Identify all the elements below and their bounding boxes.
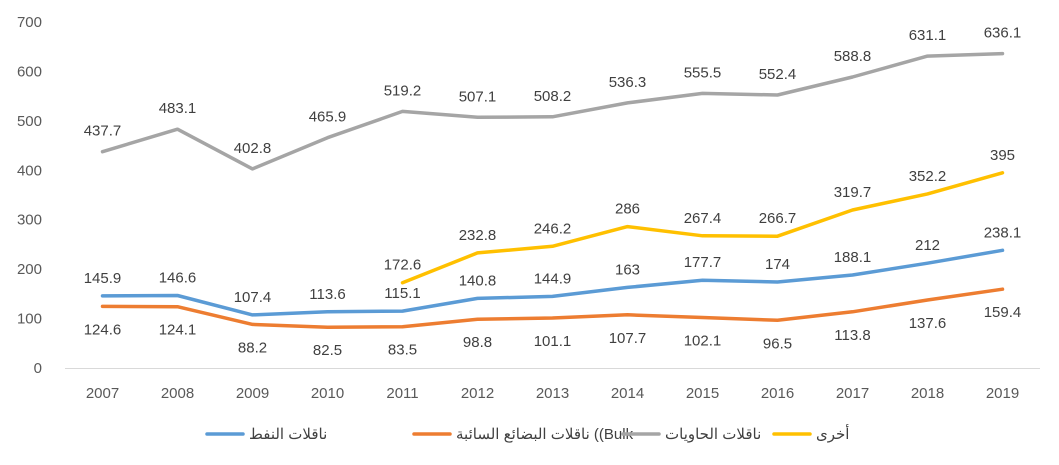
x-tick-label: 2015 — [686, 385, 719, 402]
data-label: 267.4 — [684, 210, 722, 227]
data-label: 107.7 — [609, 330, 647, 347]
data-label: 124.1 — [159, 322, 197, 339]
data-label: 212 — [915, 237, 940, 254]
data-label: 402.8 — [234, 140, 272, 157]
x-tick-label: 2012 — [461, 385, 494, 402]
y-tick-label: 200 — [17, 261, 42, 278]
x-tick-label: 2010 — [311, 385, 344, 402]
data-label: 508.2 — [534, 88, 572, 105]
legend-label-3: ناقلات الحاويات — [665, 426, 761, 443]
y-tick-label: 0 — [34, 360, 42, 377]
data-label: 232.8 — [459, 227, 497, 244]
y-tick-label: 400 — [17, 162, 42, 179]
data-label: 555.5 — [684, 64, 722, 81]
data-label: 395 — [990, 147, 1015, 164]
data-label: 140.8 — [459, 272, 497, 289]
data-label: 507.1 — [459, 88, 497, 105]
x-tick-label: 2019 — [986, 385, 1019, 402]
y-tick-label: 500 — [17, 113, 42, 130]
data-label: 238.1 — [984, 224, 1022, 241]
series-line-1 — [100, 248, 1005, 317]
data-label: 115.1 — [384, 285, 420, 302]
data-label: 82.5 — [313, 342, 342, 359]
series-line-3 — [100, 51, 1005, 171]
y-tick-label: 100 — [17, 311, 42, 328]
data-label: 113.6 — [309, 286, 345, 303]
data-label: 286 — [615, 201, 640, 218]
data-label: 636.1 — [984, 25, 1022, 42]
data-label: 266.7 — [759, 210, 797, 227]
legend-label-1: ناقلات النفط — [249, 426, 327, 443]
data-label: 83.5 — [388, 342, 417, 359]
y-tick-label: 600 — [17, 63, 42, 80]
data-label: 102.1 — [684, 333, 722, 350]
data-label: 177.7 — [684, 254, 722, 271]
data-label: 88.2 — [238, 339, 267, 356]
data-label: 588.8 — [834, 48, 872, 65]
data-label: 552.4 — [759, 66, 797, 83]
data-label: 188.1 — [834, 249, 872, 266]
data-label: 137.6 — [909, 315, 947, 332]
data-label: 631.1 — [909, 27, 947, 44]
data-label: 107.4 — [234, 289, 272, 306]
x-tick-label: 2014 — [611, 385, 644, 402]
y-tick-label: 700 — [17, 14, 42, 31]
data-label: 101.1 — [534, 333, 572, 350]
data-label: 159.4 — [984, 304, 1022, 321]
data-label: 174 — [765, 256, 790, 273]
data-label: 113.8 — [834, 327, 870, 344]
data-label: 483.1 — [159, 100, 197, 117]
data-label: 124.6 — [84, 321, 122, 338]
data-label: 163 — [615, 261, 640, 278]
x-tick-label: 2017 — [836, 385, 869, 402]
x-tick-label: 2007 — [86, 385, 119, 402]
data-label: 352.2 — [909, 168, 947, 185]
x-tick-label: 2018 — [911, 385, 944, 402]
x-tick-label: 2009 — [236, 385, 269, 402]
data-label: 144.9 — [534, 270, 572, 287]
x-tick-label: 2008 — [161, 385, 194, 402]
series-line-2 — [100, 287, 1005, 329]
data-label: 437.7 — [84, 123, 122, 140]
data-label: 319.7 — [834, 184, 872, 201]
data-label: 145.9 — [84, 270, 122, 287]
data-label: 172.6 — [384, 257, 422, 274]
series-line-4 — [400, 171, 1005, 285]
data-label: 536.3 — [609, 74, 647, 91]
data-label: 146.6 — [159, 270, 197, 287]
data-label: 465.9 — [309, 109, 347, 126]
data-label: 96.5 — [763, 335, 792, 352]
x-tick-label: 2016 — [761, 385, 794, 402]
data-label: 519.2 — [384, 82, 422, 99]
x-tick-label: 2011 — [386, 385, 418, 402]
legend-label-2: ناقلات البضائع السائبة ((Bulk — [456, 426, 634, 443]
data-label: 98.8 — [463, 334, 492, 351]
legend-label-4: أخرى — [816, 424, 849, 443]
y-tick-label: 300 — [17, 212, 42, 229]
x-tick-label: 2013 — [536, 385, 569, 402]
data-label: 246.2 — [534, 220, 572, 237]
